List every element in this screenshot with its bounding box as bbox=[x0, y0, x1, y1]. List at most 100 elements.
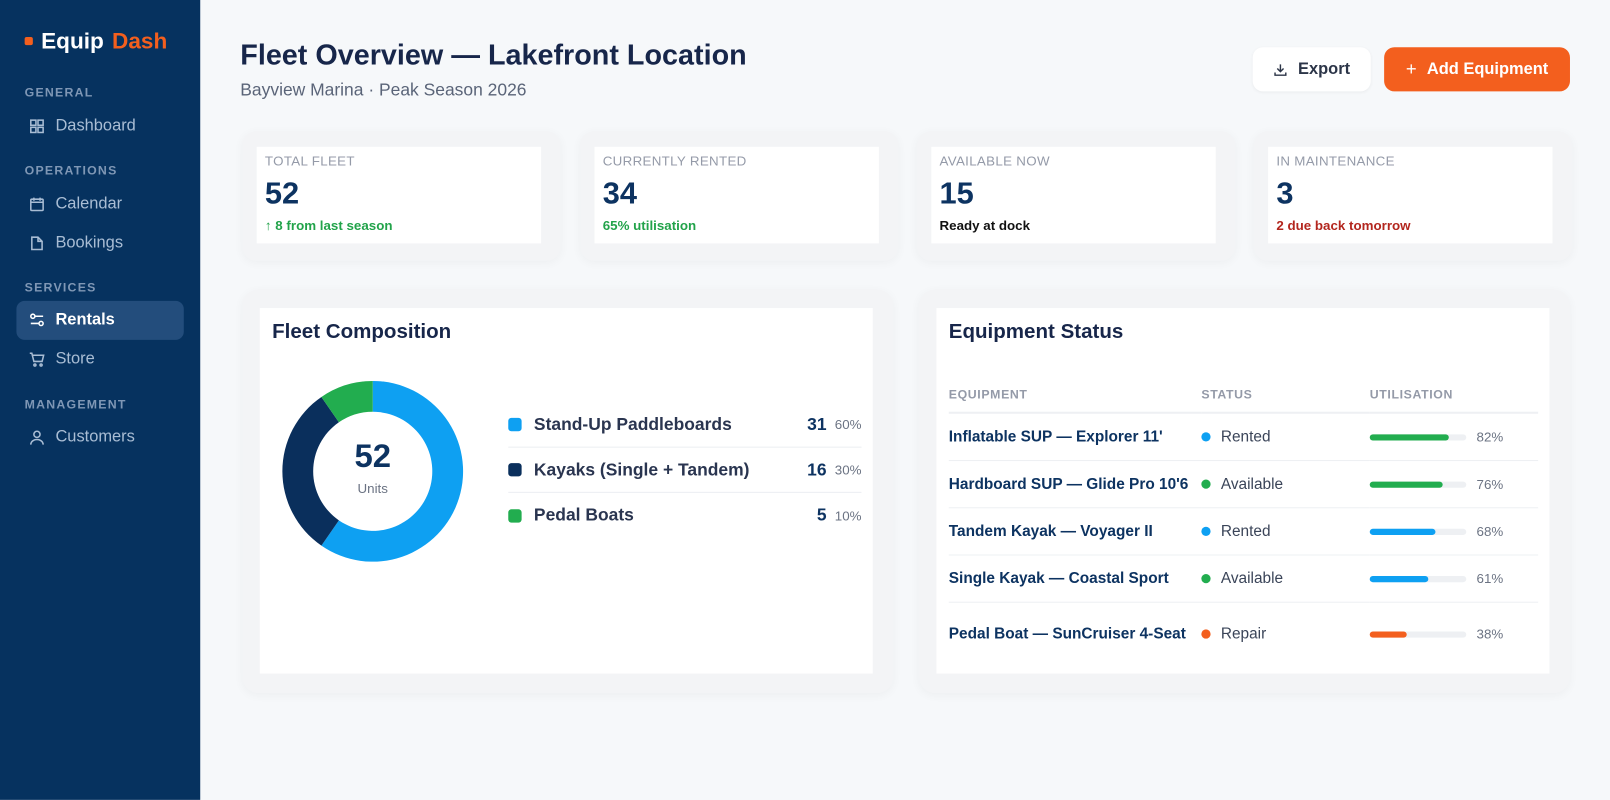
donut-chart bbox=[282, 380, 464, 562]
download-icon bbox=[1274, 63, 1287, 76]
stat-value: 15 bbox=[939, 176, 974, 211]
status-dot-icon bbox=[1201, 526, 1211, 536]
add-equipment-button[interactable]: + Add Equipment bbox=[1384, 47, 1570, 92]
table-row[interactable]: Pedal Boat — SunCruiser 4-Seat Repair 38… bbox=[949, 602, 1538, 666]
stat-card: TOTAL FLEET 52 ↑ 8 from last season bbox=[242, 131, 561, 261]
sidebar-item-calendar[interactable]: Calendar bbox=[16, 185, 183, 224]
panel-title: Fleet Composition bbox=[272, 320, 452, 343]
utilisation-bar bbox=[1369, 528, 1467, 535]
status-dot-icon bbox=[1201, 479, 1211, 489]
utilisation-bar bbox=[1369, 481, 1467, 488]
table-row[interactable]: Hardboard SUP — Glide Pro 10'6 Available… bbox=[948, 460, 1539, 508]
legend-swatch bbox=[508, 417, 522, 432]
donut-slice bbox=[321, 380, 464, 562]
status-text: Available bbox=[1220, 474, 1284, 493]
donut-total-label: Units bbox=[357, 480, 388, 496]
legend-percent: 30% bbox=[834, 462, 862, 478]
utilisation-cell: 82% bbox=[1369, 412, 1539, 461]
legend-swatch bbox=[508, 463, 522, 477]
utilisation-fill bbox=[1369, 434, 1449, 441]
status-cell: Rented bbox=[1201, 507, 1370, 555]
stat-card: IN MAINTENANCE 3 2 due back tomorrow bbox=[1253, 131, 1573, 261]
legend-count: 31 bbox=[807, 414, 827, 434]
stat-value: 3 bbox=[1276, 176, 1294, 211]
donut-slice bbox=[282, 396, 339, 546]
stat-label: CURRENTLY RENTED bbox=[602, 152, 747, 169]
sidebar-item-dashboard[interactable]: Dashboard bbox=[16, 107, 183, 146]
utilisation-cell: 68% bbox=[1369, 507, 1539, 555]
logo-text: Equip bbox=[41, 27, 104, 54]
sidebar-item-store[interactable]: Store bbox=[16, 340, 183, 379]
section-general: GENERAL bbox=[24, 85, 94, 100]
sidebar-item-customers[interactable]: Customers bbox=[16, 418, 183, 457]
stat-note: 2 due back tomorrow bbox=[1276, 217, 1411, 234]
column-header: EQUIPMENT bbox=[948, 375, 1202, 414]
sidebar-item-label: Calendar bbox=[55, 195, 123, 213]
logo-text-accent: Dash bbox=[112, 27, 168, 54]
sidebar-item-rentals[interactable]: Rentals bbox=[16, 300, 184, 340]
utilisation-cell: 61% bbox=[1369, 554, 1539, 603]
logo[interactable]: Equip Dash bbox=[24, 27, 168, 55]
logo-mark-icon bbox=[24, 36, 33, 46]
sidebar: Equip Dash GENERAL Dashboard OPERATIONS C… bbox=[0, 0, 201, 800]
status-text: Repair bbox=[1220, 625, 1267, 643]
table-row[interactable]: Single Kayak — Coastal Sport Available 6… bbox=[948, 554, 1539, 603]
legend-label: Stand-Up Paddleboards bbox=[533, 414, 732, 434]
calendar-icon bbox=[30, 197, 44, 212]
table-row[interactable]: Tandem Kayak — Voyager II Rented 68% bbox=[948, 507, 1539, 555]
utilisation-percent: 38% bbox=[1476, 626, 1504, 642]
status-dot-icon bbox=[1201, 629, 1211, 639]
utilisation-bar bbox=[1369, 631, 1467, 638]
status-dot-icon bbox=[1201, 432, 1211, 442]
equipment-name[interactable]: Tandem Kayak — Voyager II bbox=[948, 507, 1202, 555]
status-cell: Available bbox=[1201, 460, 1370, 508]
stat-card: CURRENTLY RENTED 34 65% utilisation bbox=[580, 131, 899, 261]
sidebar-item-label: Bookings bbox=[55, 234, 124, 252]
utilisation-fill bbox=[1369, 481, 1444, 488]
stat-card: AVAILABLE NOW 15 Ready at dock bbox=[916, 131, 1236, 261]
equipment-name[interactable]: Inflatable SUP — Explorer 11' bbox=[948, 412, 1202, 461]
column-header: UTILISATION bbox=[1369, 375, 1539, 414]
sidebar-item-bookings[interactable]: Bookings bbox=[16, 224, 183, 263]
equipment-name[interactable]: Single Kayak — Coastal Sport bbox=[948, 554, 1202, 603]
donut-slice bbox=[321, 380, 373, 423]
stat-note: ↑ 8 from last season bbox=[264, 217, 393, 234]
stat-label: TOTAL FLEET bbox=[264, 152, 355, 169]
panel-title: Equipment Status bbox=[948, 320, 1124, 343]
sidebar-item-label: Store bbox=[55, 350, 95, 368]
equipment-status-panel: Equipment Status EQUIPMENT STATUS UTILIS… bbox=[918, 289, 1570, 694]
utilisation-percent: 76% bbox=[1476, 475, 1504, 492]
utilisation-percent: 61% bbox=[1476, 570, 1504, 586]
stat-label: IN MAINTENANCE bbox=[1276, 152, 1395, 169]
export-button[interactable]: Export bbox=[1252, 47, 1371, 92]
status-text: Available bbox=[1220, 569, 1284, 587]
legend-count: 5 bbox=[816, 505, 827, 525]
stat-note: 65% utilisation bbox=[602, 217, 697, 234]
stat-label: AVAILABLE NOW bbox=[939, 152, 1050, 169]
utilisation-bar bbox=[1369, 575, 1467, 582]
page-subtitle: Bayview Marina · Peak Season 2026 bbox=[240, 80, 527, 100]
status-text: Rented bbox=[1220, 427, 1271, 446]
legend-item: Stand-Up Paddleboards 31 60% bbox=[508, 403, 862, 448]
sliders-icon bbox=[30, 313, 44, 327]
status-text: Rented bbox=[1220, 522, 1271, 540]
legend-item: Pedal Boats 5 10% bbox=[508, 493, 862, 538]
stat-value: 52 bbox=[264, 176, 300, 211]
status-cell: Available bbox=[1201, 554, 1370, 603]
export-label: Export bbox=[1298, 60, 1351, 78]
equipment-table: EQUIPMENT STATUS UTILISATION Inflatable … bbox=[948, 375, 1539, 666]
sidebar-item-label: Dashboard bbox=[55, 117, 136, 135]
equipment-name[interactable]: Pedal Boat — SunCruiser 4-Seat bbox=[948, 625, 1186, 643]
utilisation-percent: 82% bbox=[1476, 428, 1504, 445]
table-row[interactable]: Inflatable SUP — Explorer 11' Rented 82% bbox=[948, 412, 1539, 461]
utilisation-percent: 68% bbox=[1476, 523, 1504, 539]
stat-value: 34 bbox=[602, 176, 638, 211]
utilisation-bar bbox=[1369, 434, 1467, 441]
equipment-name[interactable]: Hardboard SUP — Glide Pro 10'6 bbox=[948, 460, 1202, 508]
sidebar-item-label: Rentals bbox=[55, 311, 115, 329]
utilisation-fill bbox=[1369, 528, 1436, 535]
page-title: Fleet Overview — Lakefront Location bbox=[240, 39, 747, 71]
user-icon bbox=[30, 430, 44, 445]
document-icon bbox=[31, 236, 43, 251]
status-cell: Rented bbox=[1201, 412, 1370, 461]
